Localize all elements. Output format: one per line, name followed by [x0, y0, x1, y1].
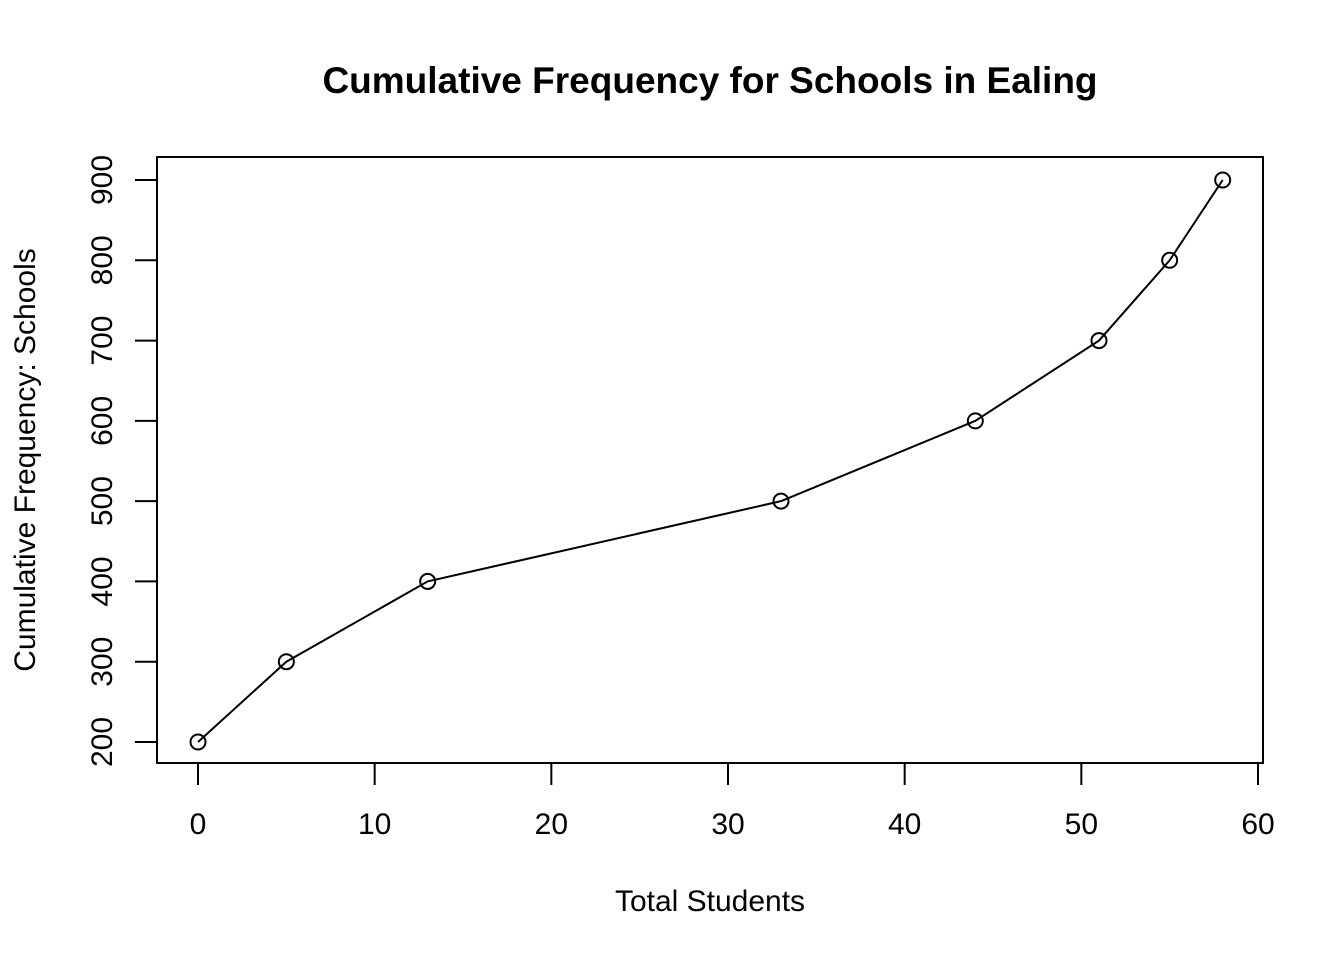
y-axis: 200 300 400 500 600 700 800 900 [86, 155, 158, 767]
x-tick-label: 30 [711, 808, 744, 841]
data-point [1214, 171, 1232, 189]
x-tick-label: 40 [888, 808, 921, 841]
series-layer [189, 171, 1232, 751]
x-tick-label: 20 [535, 808, 568, 841]
data-point [772, 492, 790, 510]
chart-title: Cumulative Frequency for Schools in Eali… [322, 60, 1097, 101]
data-point [189, 733, 207, 751]
data-point [1161, 251, 1179, 269]
x-tick-label: 50 [1065, 808, 1098, 841]
series-line [197, 179, 1224, 743]
data-point [966, 412, 984, 430]
y-tick-label: 900 [86, 155, 119, 205]
data-point [1090, 332, 1108, 350]
y-tick-label: 400 [86, 556, 119, 606]
x-tick-label: 0 [190, 808, 207, 841]
x-axis-label: Total Students [615, 885, 805, 918]
y-axis-label: Cumulative Frequency: Schools [9, 248, 42, 672]
plot-frame [156, 156, 1264, 764]
x-tick-label: 60 [1241, 808, 1274, 841]
y-tick-label: 800 [86, 235, 119, 285]
y-tick-label: 200 [86, 717, 119, 767]
y-tick-label: 700 [86, 316, 119, 366]
x-tick-label: 10 [358, 808, 391, 841]
data-point [419, 572, 437, 590]
y-tick-label: 300 [86, 637, 119, 687]
y-tick-label: 600 [86, 396, 119, 446]
x-axis: 0 10 20 30 40 50 60 [190, 762, 1275, 841]
y-tick-label: 500 [86, 476, 119, 526]
data-point [277, 653, 295, 671]
